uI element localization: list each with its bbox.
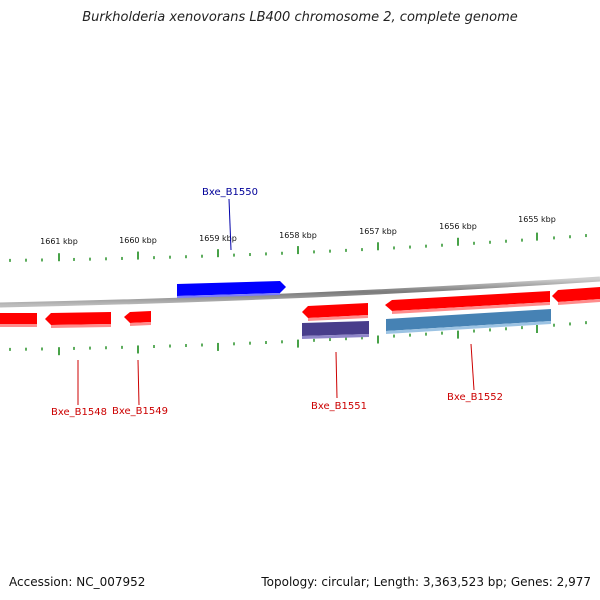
accession-text: Accession: NC_007952 (9, 575, 146, 589)
tick-label-1655: 1655 kbp (518, 215, 556, 224)
gene-bxe-b1552[interactable] (385, 291, 550, 314)
label-bxe-b1552: Bxe_B1552 (447, 392, 503, 403)
map-title: Burkholderia xenovorans LB400 chromosome… (82, 10, 518, 25)
callout-bxe-b1552 (470, 343, 475, 391)
tick-label-1657: 1657 kbp (359, 227, 397, 236)
label-bxe-b1548: Bxe_B1548 (51, 407, 107, 418)
tick-label-1661: 1661 kbp (40, 237, 78, 246)
cds-bxe-b1551[interactable] (302, 321, 369, 339)
gene-bxe-b1549[interactable] (124, 311, 151, 326)
label-bxe-b1550: Bxe_B1550 (202, 187, 258, 198)
label-bxe-b1549: Bxe_B1549 (112, 406, 168, 417)
gene-bxe-b1551[interactable] (302, 303, 368, 321)
gene-fragment-right[interactable] (552, 287, 600, 305)
callout-bxe-b1550 (228, 198, 232, 251)
topology-summary: Topology: circular; Length: 3,363,523 bp… (261, 575, 591, 589)
tick-label-1659: 1659 kbp (199, 234, 237, 243)
gene-fragment-left[interactable] (0, 313, 37, 327)
cds-bxe-b1552[interactable] (386, 309, 551, 334)
tick-label-1660: 1660 kbp (119, 236, 157, 245)
lower-ticks (9, 321, 587, 356)
gene-bxe-b1550[interactable] (177, 281, 286, 298)
callout-bxe-b1549 (137, 359, 140, 406)
callout-bxe-b1551 (335, 351, 338, 399)
backbone (0, 276, 600, 308)
label-bxe-b1551: Bxe_B1551 (311, 401, 367, 412)
gene-bxe-b1548[interactable] (45, 312, 111, 328)
tick-label-1656: 1656 kbp (439, 222, 477, 231)
tick-label-1658: 1658 kbp (279, 231, 317, 240)
upper-ticks (9, 232, 587, 262)
